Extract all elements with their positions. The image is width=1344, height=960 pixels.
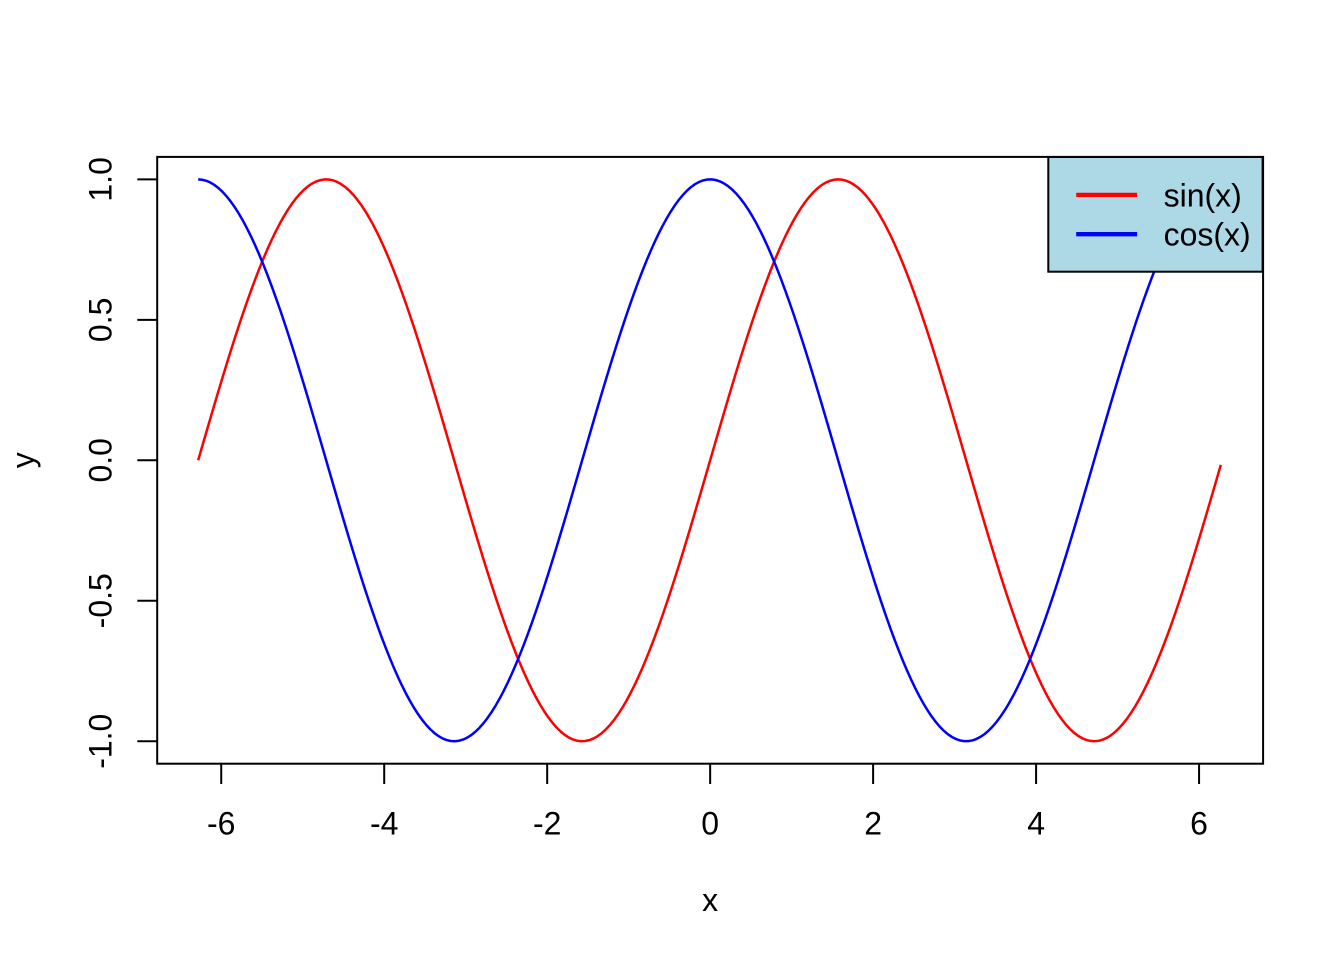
svg-text:x: x xyxy=(702,882,718,918)
svg-text:4: 4 xyxy=(1027,806,1045,842)
svg-text:0: 0 xyxy=(701,806,719,842)
svg-text:-2: -2 xyxy=(533,806,561,842)
svg-text:6: 6 xyxy=(1190,806,1208,842)
svg-text:-0.5: -0.5 xyxy=(83,573,119,628)
svg-text:-1.0: -1.0 xyxy=(83,714,119,769)
svg-text:cos(x): cos(x) xyxy=(1164,217,1251,253)
svg-text:-6: -6 xyxy=(207,806,235,842)
svg-text:-4: -4 xyxy=(370,806,398,842)
svg-text:0.0: 0.0 xyxy=(83,438,119,482)
svg-text:2: 2 xyxy=(864,806,882,842)
svg-text:1.0: 1.0 xyxy=(83,157,119,201)
svg-text:sin(x): sin(x) xyxy=(1164,177,1242,213)
svg-text:y: y xyxy=(5,452,41,468)
svg-text:0.5: 0.5 xyxy=(83,298,119,342)
